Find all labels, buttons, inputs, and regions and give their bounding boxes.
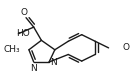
Text: N: N: [30, 64, 37, 73]
Text: O: O: [21, 8, 28, 17]
Text: CH₃: CH₃: [4, 45, 20, 54]
Text: N: N: [50, 58, 57, 67]
Text: O: O: [122, 43, 129, 52]
Text: HO: HO: [16, 29, 30, 38]
